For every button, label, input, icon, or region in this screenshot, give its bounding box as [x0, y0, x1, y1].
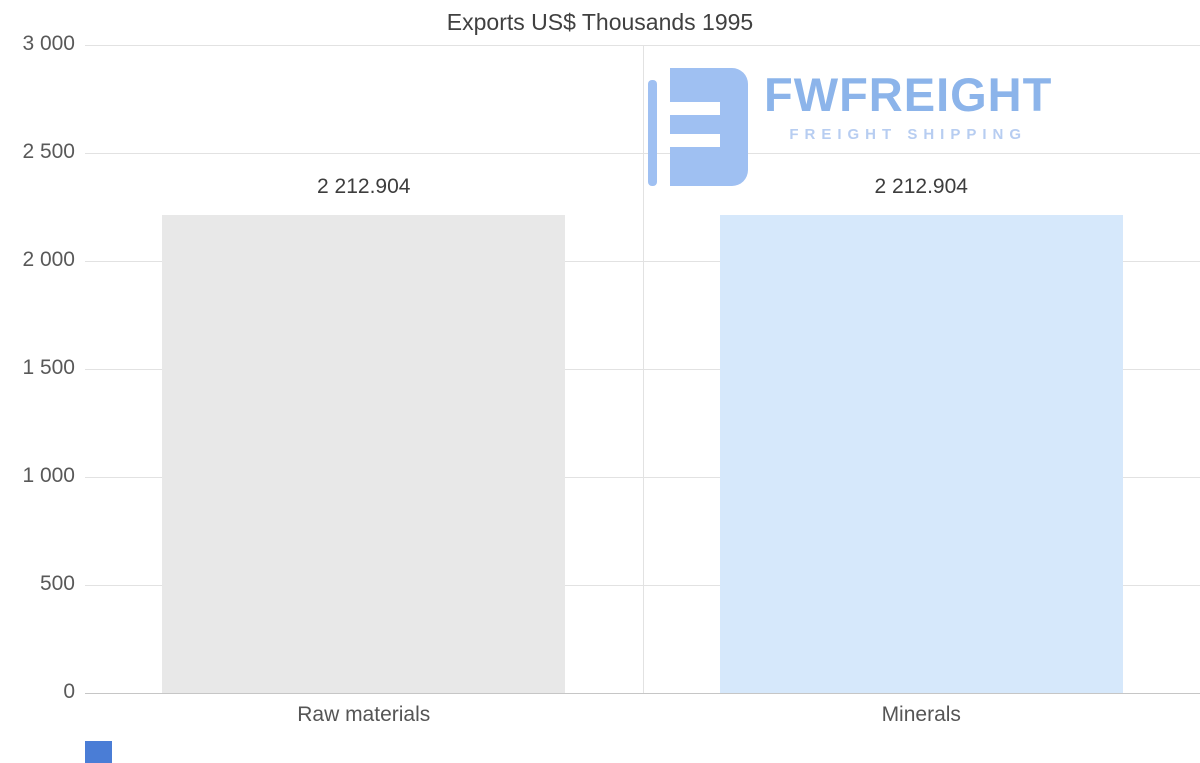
y-tick-label: 1 000	[22, 464, 75, 487]
chart-title: Exports US$ Thousands 1995	[446, 9, 754, 35]
y-tick-label: 3 000	[22, 32, 75, 55]
watermark-brand: FWFREIGHT	[764, 68, 1053, 121]
x-axis-line	[85, 693, 1200, 694]
category-divider-gridline	[642, 45, 644, 693]
y-tick-label: 0	[63, 680, 75, 703]
x-category-label: Minerals	[881, 703, 961, 726]
watermark-tagline: FREIGHT SHIPPING	[789, 126, 1028, 144]
watermark: FWFREIGHT FREIGHT SHIPPING	[648, 68, 1052, 186]
corner-accent	[85, 741, 112, 763]
y-tick-label: 2 000	[22, 248, 75, 271]
bar-value-label: 2 212.904	[874, 175, 968, 198]
y-tick-label: 2 500	[22, 140, 75, 163]
watermark-text: FWFREIGHT FREIGHT SHIPPING	[764, 68, 1052, 143]
bar-minerals	[719, 215, 1123, 693]
y-tick-label: 500	[39, 572, 75, 595]
y-tick-label: 1 500	[22, 356, 75, 379]
x-category-label: Raw materials	[297, 703, 431, 726]
bar-raw-materials	[162, 215, 566, 693]
fwfreight-logo-icon	[648, 68, 748, 186]
bar-value-label: 2 212.904	[317, 175, 411, 198]
